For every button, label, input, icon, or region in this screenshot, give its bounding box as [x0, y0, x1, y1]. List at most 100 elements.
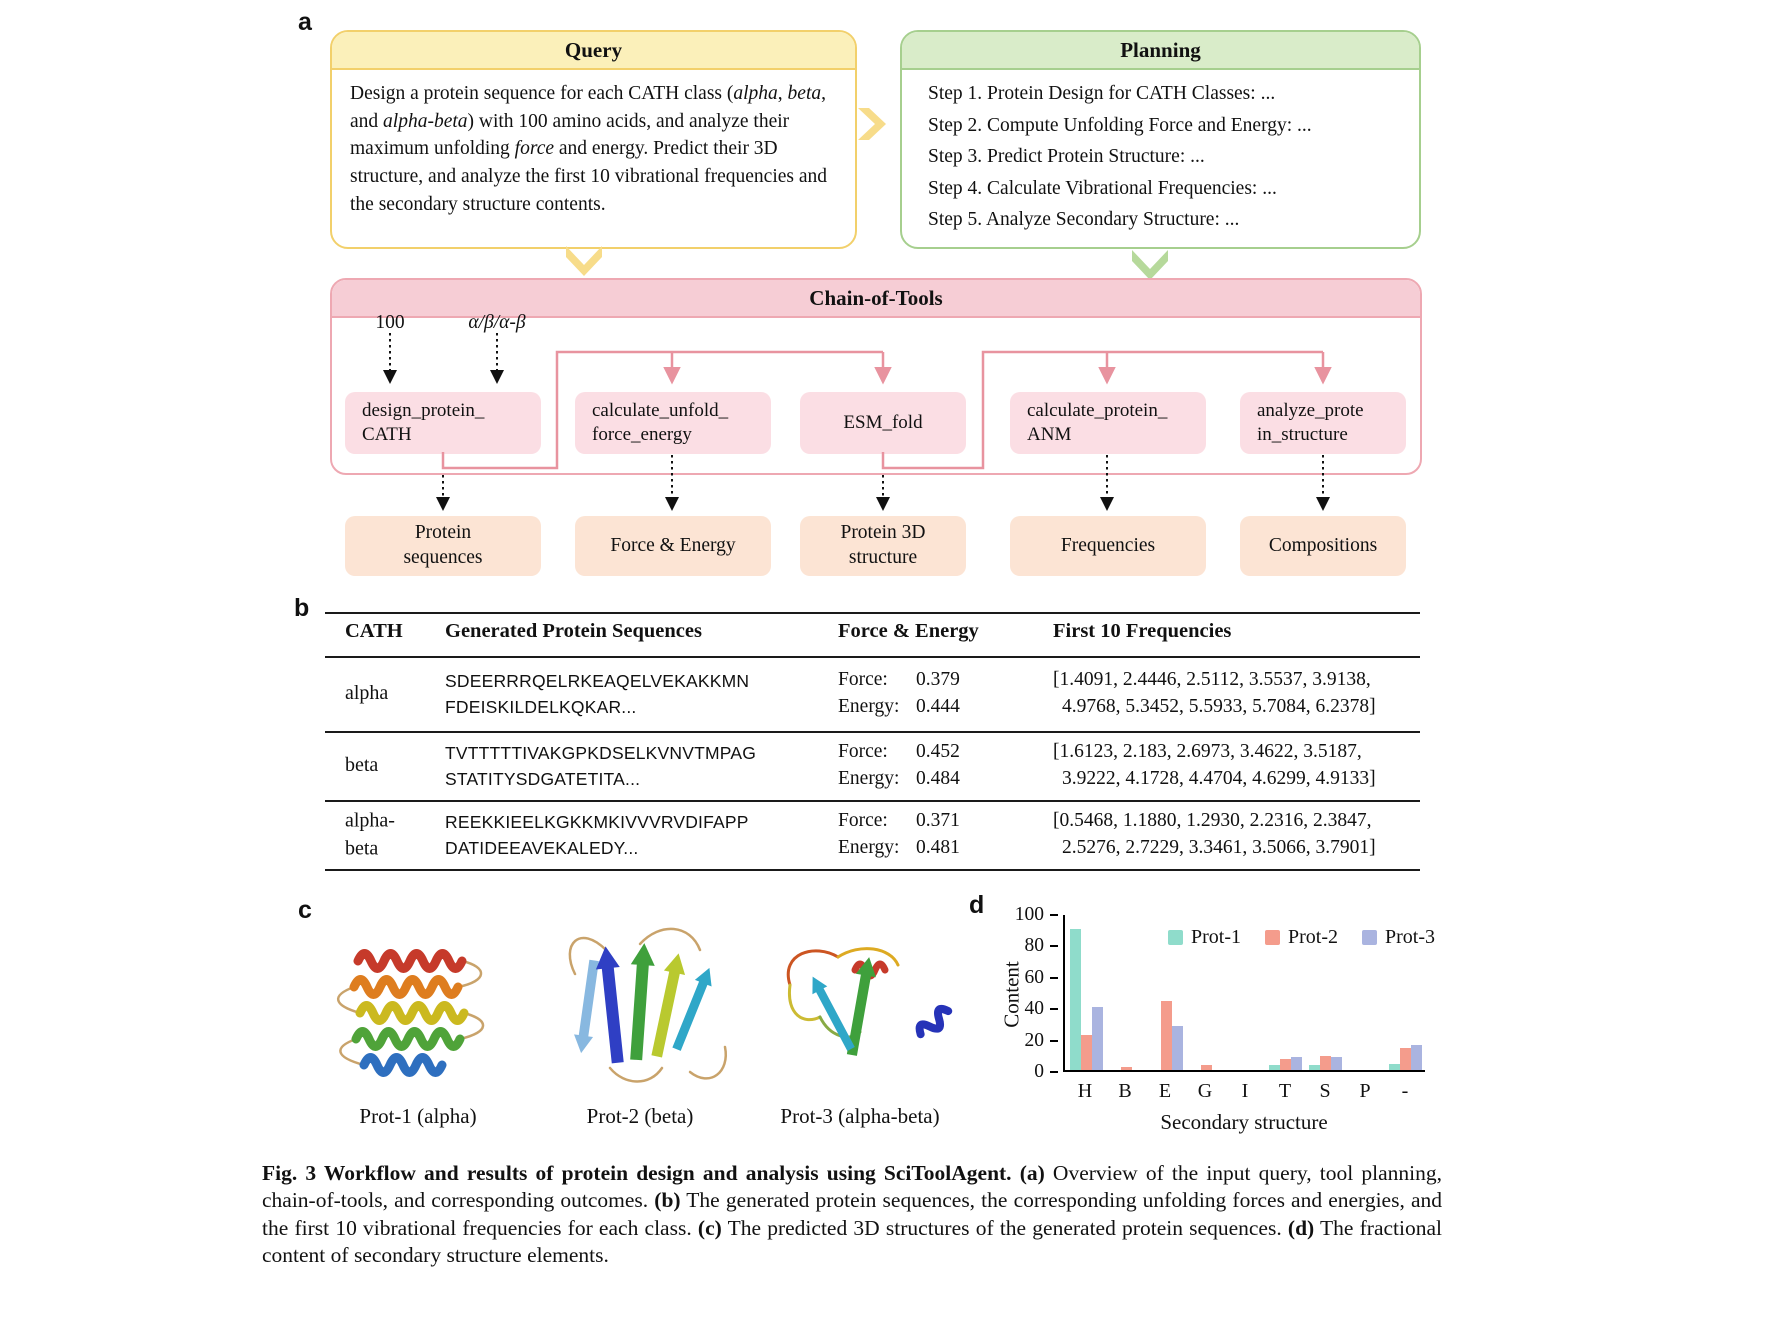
alpha-helix [359, 1053, 447, 1077]
table-row-rule [325, 800, 1420, 802]
tool-label: analyze_prote [1257, 399, 1364, 421]
energy-value: 0.481 [916, 837, 960, 858]
y-tick-mark [1050, 1039, 1058, 1042]
prot-2-label: Prot-2 (beta) [586, 1104, 694, 1128]
energy-line: Energy: 0.481 [838, 835, 960, 862]
y-tick-mark [1050, 914, 1058, 916]
table-row-beta: beta TVTTTTTIVAKGPKDSELKVNVTMPAG STATITY… [325, 734, 1420, 798]
bar-group-S [1306, 1056, 1346, 1070]
force-label: Force: [838, 741, 888, 763]
col-header-sequences: Generated Protein Sequences [445, 620, 702, 642]
table-header-row: CATH Generated Protein Sequences Force &… [325, 620, 1420, 654]
legend-entry-prot-1: Prot-1 [1168, 926, 1241, 949]
y-tick-mark [1050, 1071, 1058, 1073]
chart-y-ticks: 0 20 40 60 80 100 [1000, 904, 1063, 1087]
legend-label: Prot-3 [1385, 926, 1435, 948]
legend-label: Prot-2 [1288, 926, 1338, 948]
bar-Prot-2-E [1160, 1001, 1172, 1070]
table-bottom-rule [325, 869, 1420, 871]
chart-legend: Prot-1 Prot-2 Prot-3 [1168, 926, 1435, 949]
tool-label: design_protein_ [362, 399, 485, 421]
outcome-label: Frequencies [1060, 534, 1156, 556]
bar-group-E [1147, 1001, 1187, 1070]
caption-seg: (b) [654, 1188, 681, 1213]
table-row-alpha: alpha SDEERRRQELRKEAQELVEKAKKMN FDEISKIL… [325, 660, 1420, 728]
legend-swatch-prot-1 [1168, 930, 1183, 945]
bar-Prot-3-E [1171, 1026, 1183, 1070]
x-tick-E: E [1158, 1080, 1172, 1102]
loop [688, 1045, 728, 1080]
frequency-line: [1.4091, 2.4446, 2.5112, 3.5537, 3.9138, [1053, 669, 1371, 691]
outcome-label: Protein [414, 522, 472, 544]
planning-step: Step 2. Compute Unfolding Force and Ener… [928, 114, 1312, 136]
cath-cell: beta [345, 752, 378, 780]
alpha-helix [353, 949, 467, 973]
beta-strand [624, 942, 657, 1061]
beta-strand [805, 972, 859, 1053]
frequency-line: 4.9768, 5.3452, 5.5933, 5.7084, 6.2378] [1062, 696, 1376, 717]
x-tick-I: I [1241, 1080, 1249, 1102]
sequence-line: FDEISKILDELKQKAR... [445, 697, 637, 717]
query-seg: , [777, 83, 788, 104]
tool-label: ANM [1027, 424, 1072, 445]
legend-entry-prot-3: Prot-3 [1362, 926, 1435, 949]
force-value: 0.452 [916, 741, 960, 763]
frequency-line: [1.6123, 2.183, 2.6973, 3.4622, 3.5187, [1053, 741, 1362, 763]
outcome-label: sequences [403, 547, 483, 568]
caption-seg: (d) [1287, 1215, 1315, 1240]
tool-esm-fold: ESM_fold [800, 392, 966, 454]
force-energy-cell: Force: 0.452 Energy: 0.484 [838, 739, 960, 793]
bar-Prot-2-H [1081, 1035, 1093, 1070]
frequency-line: [0.5468, 1.1880, 1.2930, 2.2316, 2.3847, [1053, 810, 1372, 832]
bar-group-G [1186, 1065, 1226, 1070]
energy-label: Energy: [838, 768, 900, 789]
panel-d-label: d [969, 891, 985, 919]
frequency-line: 3.9222, 4.1728, 4.4704, 4.6299, 4.9133] [1062, 768, 1376, 789]
outcome-label: Compositions [1268, 534, 1378, 556]
caption-seg: Fig. 3 Workflow and results of protein d… [262, 1161, 1045, 1185]
chart-bars [1065, 915, 1425, 1070]
sequence-line: TVTTTTTIVAKGPKDSELKVNVTMPAG [445, 742, 757, 763]
query-seg: force [514, 138, 554, 160]
prot-3-structure-image [786, 947, 953, 1057]
bar-Prot-2-T [1280, 1059, 1292, 1070]
chart-plot-area [1063, 915, 1425, 1072]
query-seg: ) with 100 amino acids, and analyze thei… [350, 110, 790, 160]
col-header-force-energy: Force & Energy [838, 620, 979, 642]
outcome-protein-3d-structure: Protein 3D structure [800, 516, 966, 576]
bar-group-B [1107, 1067, 1147, 1070]
frequencies-cell: [0.5468, 1.1880, 1.2930, 2.2316, 2.3847,… [1053, 808, 1376, 862]
cath-cell: alpha [345, 680, 388, 708]
panel-c-label: c [298, 896, 312, 924]
sequence-cell: REEKKIEELKGKKMKIVVVRVDIFAPP DATIDEEAVEKA… [445, 809, 749, 862]
tool-label: in_structure [1257, 424, 1348, 445]
caption-seg: The generated protein sequences, the cor… [262, 1188, 1442, 1240]
y-tick-0: 0 [1034, 1061, 1044, 1082]
table-row-alpha-beta: alpha- beta REEKKIEELKGKKMKIVVVRVDIFAPP … [325, 803, 1420, 867]
input-amino-count: 100 [375, 312, 405, 333]
legend-swatch-prot-3 [1362, 930, 1377, 945]
tool-label: calculate_unfold_ [592, 399, 729, 421]
loop [337, 985, 362, 1015]
loop [339, 1037, 366, 1067]
cath-line: alpha [345, 682, 389, 705]
cath-line: beta [345, 837, 379, 859]
caption-seg: Overview of the input query, tool planni… [262, 1161, 1442, 1213]
col-header-cath: CATH [345, 620, 403, 642]
y-tick-mark [1050, 1008, 1058, 1011]
y-tick-80: 80 [1024, 935, 1045, 957]
loop [608, 1066, 664, 1083]
tool-calculate-unfold-force-energy: calculate_unfold_ force_energy [575, 392, 771, 454]
outcome-frequencies: Frequencies [1010, 516, 1206, 576]
chevron-down-green-icon [1132, 250, 1168, 280]
force-value: 0.379 [916, 669, 960, 691]
tool-design-protein-cath: design_protein_ CATH [345, 392, 541, 454]
planning-steps: Step 1. Protein Design for CATH Classes:… [902, 70, 1419, 246]
cath-line: beta [345, 754, 379, 777]
prot-3-label: Prot-3 (alpha-beta) [780, 1104, 940, 1128]
bar-Prot-2-B [1121, 1067, 1133, 1070]
sequence-line: DATIDEEAVEKALEDY... [445, 838, 639, 858]
x-tick-G: G [1197, 1080, 1213, 1102]
bar-Prot-2-G [1200, 1065, 1212, 1070]
